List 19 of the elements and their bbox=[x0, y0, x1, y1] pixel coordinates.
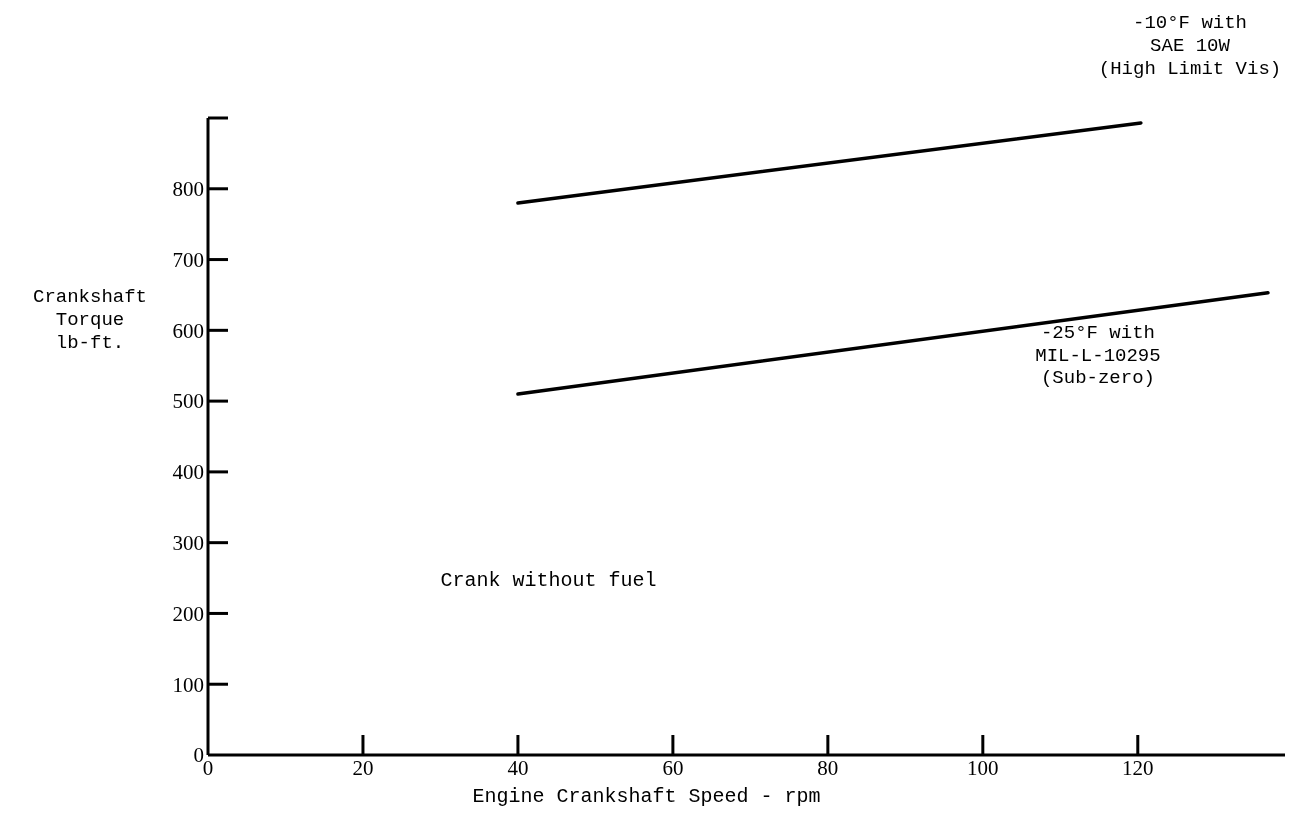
x-tick-label: 20 bbox=[352, 756, 374, 780]
y-tick-label: 700 bbox=[172, 247, 204, 272]
y-axis-title: Crankshaft Torque lb-ft. bbox=[32, 286, 148, 354]
y-tick-label: 400 bbox=[172, 460, 204, 485]
y-tick-label: 300 bbox=[172, 531, 204, 556]
text: -10°F with SAE 10W (High Limit Vis) bbox=[1098, 11, 1282, 80]
x-tick-label: 80 bbox=[817, 756, 839, 780]
y-tick-label: 600 bbox=[172, 318, 204, 343]
x-axis-title: Engine Crankshaft Speed - rpm bbox=[472, 785, 821, 808]
y-tick-label: 100 bbox=[172, 672, 204, 697]
x-tick-label: 120 bbox=[1122, 756, 1154, 780]
y-tick-label: 500 bbox=[172, 389, 204, 414]
x-tick-label: 100 bbox=[967, 756, 999, 780]
series-label: -25°F with MIL-L-10295 (Sub-zero) bbox=[1035, 321, 1161, 390]
x-tick-label: 40 bbox=[507, 756, 529, 780]
y-tick-label: 800 bbox=[172, 177, 204, 202]
annotation: Crank without fuel bbox=[440, 569, 657, 593]
y-tick-label: 200 bbox=[172, 601, 204, 626]
x-tick-label: 60 bbox=[662, 756, 684, 780]
